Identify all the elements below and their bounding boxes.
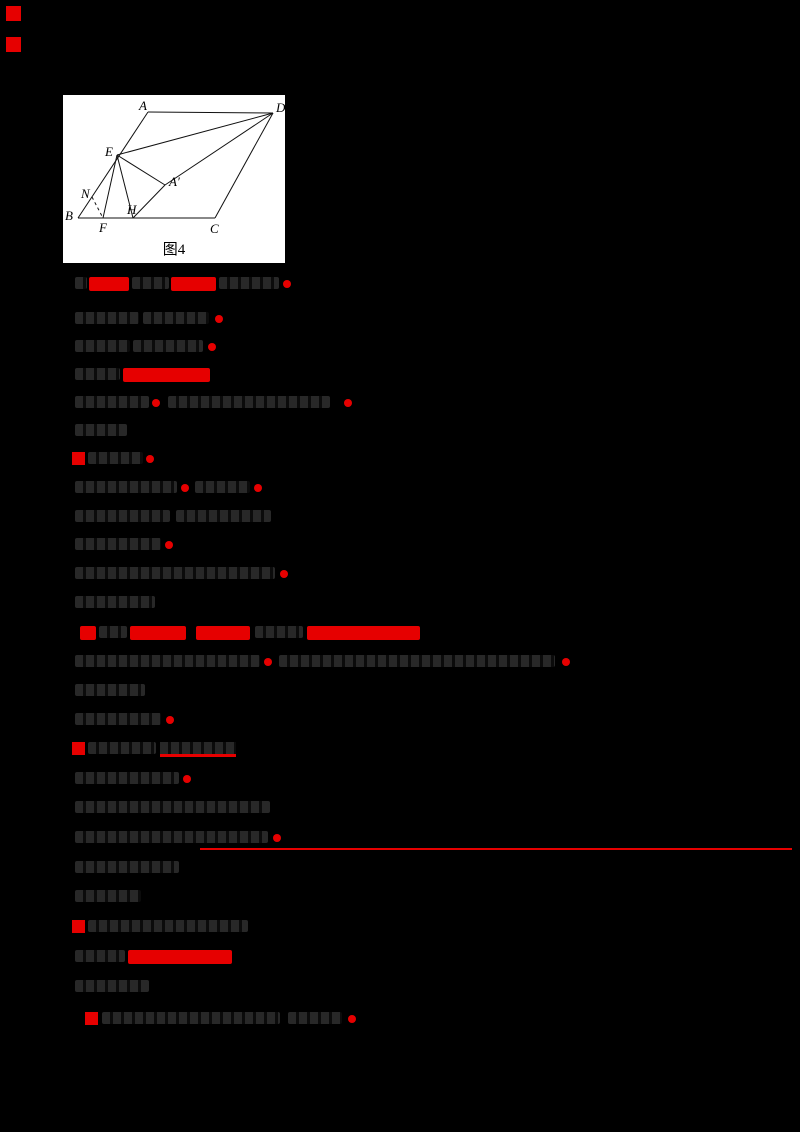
- red-dot-mark: [264, 658, 272, 666]
- figure-edge: [116, 112, 274, 156]
- text-run: [75, 980, 149, 992]
- text-run: [75, 340, 130, 352]
- text-run: [75, 368, 120, 380]
- point-label: A: [139, 98, 147, 113]
- text-run: [176, 510, 271, 522]
- text-run: [255, 626, 303, 638]
- point-label: N: [81, 186, 90, 201]
- red-highlight: [196, 626, 250, 640]
- red-dot-mark: [146, 455, 154, 463]
- text-run: [75, 596, 155, 608]
- red-dot-mark: [152, 399, 160, 407]
- text-run: [75, 481, 177, 493]
- text-run: [75, 831, 268, 843]
- figure-edge: [147, 111, 274, 114]
- red-dot-mark: [273, 834, 281, 842]
- text-run: [279, 655, 555, 667]
- point-label: H: [127, 202, 137, 217]
- red-highlight: [123, 368, 210, 382]
- red-highlight: [128, 950, 232, 964]
- text-run: [75, 890, 141, 902]
- text-run: [75, 684, 145, 696]
- text-run: [75, 424, 127, 436]
- text-run: [88, 920, 248, 932]
- red-underlined-text: [160, 742, 236, 757]
- red-highlight: [130, 626, 186, 640]
- text-run: [75, 510, 170, 522]
- red-rule: [200, 848, 792, 850]
- text-run: [195, 481, 250, 493]
- text-run: [133, 340, 203, 352]
- text-run: [75, 277, 87, 289]
- point-label: C: [210, 221, 219, 236]
- text-run: [75, 713, 161, 725]
- figure-edge: [102, 154, 118, 219]
- red-square-mark: [72, 452, 85, 465]
- text-run: [99, 626, 127, 638]
- figure-edge: [164, 112, 274, 186]
- point-label: A′: [169, 174, 180, 189]
- point-label: E: [105, 144, 113, 159]
- text-run: [143, 312, 209, 324]
- red-dot-mark: [181, 484, 189, 492]
- text-run: [88, 742, 156, 754]
- red-dot-mark: [254, 484, 262, 492]
- text-run: [75, 801, 270, 813]
- text-run: [219, 277, 279, 289]
- text-run: [132, 277, 169, 289]
- text-run: [168, 396, 330, 408]
- text-run: [75, 538, 161, 550]
- text-run: [75, 950, 125, 962]
- geometry-diagram: [77, 111, 274, 219]
- red-dot-mark: [280, 570, 288, 578]
- text-run: [288, 1012, 342, 1024]
- point-label: B: [65, 208, 73, 223]
- red-square-mark: [72, 920, 85, 933]
- red-highlight: [89, 277, 129, 291]
- figure-caption: 图4: [162, 242, 186, 258]
- red-square-mark: [6, 6, 21, 21]
- figure-edge: [77, 111, 149, 219]
- text-run: [102, 1012, 280, 1024]
- text-run: [75, 655, 260, 667]
- figure-edge: [116, 154, 166, 186]
- red-dot-mark: [283, 280, 291, 288]
- red-dot-mark: [348, 1015, 356, 1023]
- red-dot-mark: [215, 315, 223, 323]
- red-dot-mark: [165, 541, 173, 549]
- red-dot-mark: [183, 775, 191, 783]
- figure-edge: [132, 184, 166, 219]
- red-dot-mark: [344, 399, 352, 407]
- red-dot-mark: [562, 658, 570, 666]
- text-run: [75, 772, 179, 784]
- red-highlight: [307, 626, 420, 640]
- text-run: [75, 312, 139, 324]
- figure-box: 图4 A D E A′ N B F H C: [63, 95, 285, 263]
- text-run: [88, 452, 143, 464]
- red-highlight: [80, 626, 96, 640]
- red-highlight: [171, 277, 216, 291]
- red-square-mark: [85, 1012, 98, 1025]
- figure-edge: [116, 154, 134, 219]
- red-square-mark: [72, 742, 85, 755]
- text-run: [75, 396, 149, 408]
- figure-edge: [214, 112, 274, 219]
- text-run: [75, 567, 275, 579]
- red-square-mark: [6, 37, 21, 52]
- figure-edge: [91, 196, 104, 219]
- red-dot-mark: [166, 716, 174, 724]
- point-label: F: [99, 220, 107, 235]
- text-run: [75, 861, 179, 873]
- red-dot-mark: [208, 343, 216, 351]
- point-label: D: [276, 100, 286, 115]
